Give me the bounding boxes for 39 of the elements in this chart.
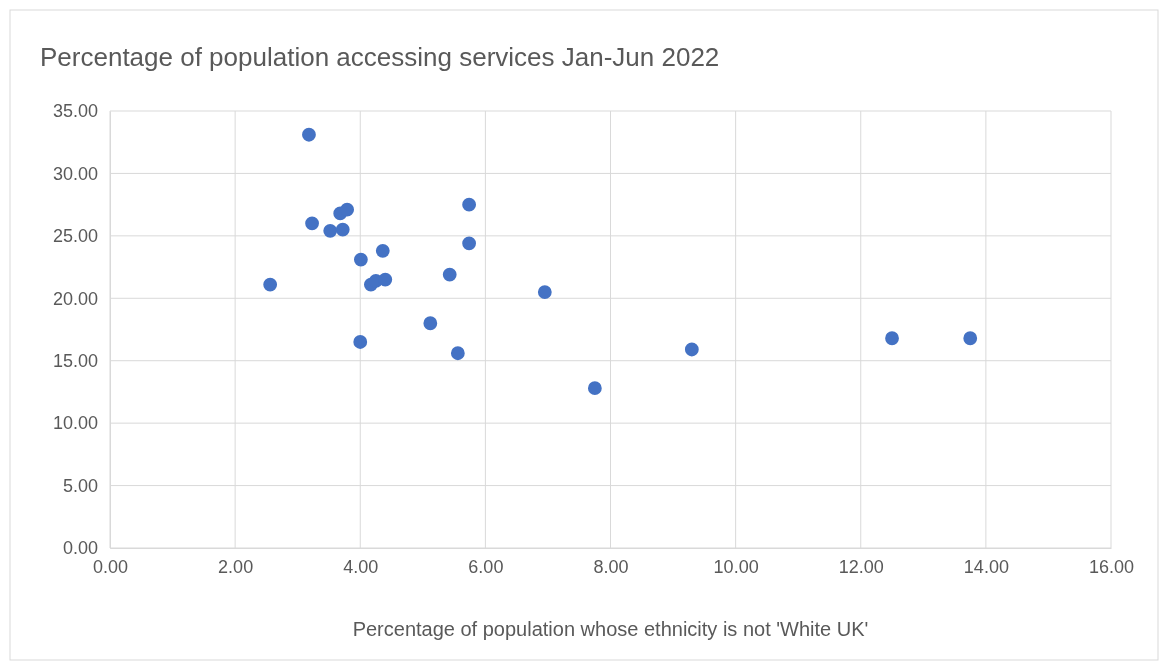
point bbox=[537, 285, 552, 299]
point bbox=[462, 236, 477, 251]
x-tick-label: 2.00 bbox=[218, 556, 254, 577]
chart-title: Percentage of population accessing services Jan-Jun 2022 bbox=[40, 42, 720, 72]
y-tick-label: 0.00 bbox=[62, 538, 98, 559]
point bbox=[462, 197, 477, 212]
point bbox=[684, 342, 699, 357]
point bbox=[323, 223, 338, 238]
point bbox=[302, 127, 316, 142]
x-tick-label: 6.00 bbox=[468, 556, 504, 577]
point bbox=[375, 243, 390, 258]
point bbox=[305, 216, 319, 231]
point bbox=[885, 331, 899, 346]
x-tick-label: 10.00 bbox=[713, 556, 759, 577]
point bbox=[353, 335, 368, 349]
point bbox=[450, 346, 465, 361]
y-tick-label: 20.00 bbox=[52, 288, 98, 309]
x-tick-label: 0.00 bbox=[92, 556, 129, 577]
x-tick-label: 14.00 bbox=[963, 556, 1009, 577]
point bbox=[353, 252, 368, 267]
point bbox=[263, 277, 278, 292]
point bbox=[423, 316, 438, 331]
y-tick-label: 30.00 bbox=[52, 163, 98, 184]
x-tick-label: 8.00 bbox=[593, 556, 629, 577]
y-tick-label: 10.00 bbox=[52, 413, 98, 434]
point bbox=[378, 272, 393, 287]
y-tick-label: 25.00 bbox=[52, 226, 98, 247]
x-axis-title: Percentage of population whose ethnicity is not 'White UK' bbox=[352, 618, 869, 640]
x-tick-label: 16.00 bbox=[1088, 556, 1135, 577]
point bbox=[963, 331, 978, 346]
point bbox=[442, 267, 457, 282]
point bbox=[340, 202, 355, 217]
x-tick-label: 12.00 bbox=[838, 556, 884, 577]
y-tick-label: 35.00 bbox=[52, 101, 98, 122]
point bbox=[587, 381, 602, 396]
point bbox=[335, 222, 350, 237]
y-tick-label: 5.00 bbox=[62, 475, 98, 496]
y-tick-label: 15.00 bbox=[52, 350, 98, 371]
x-tick-label: 4.00 bbox=[343, 556, 379, 577]
